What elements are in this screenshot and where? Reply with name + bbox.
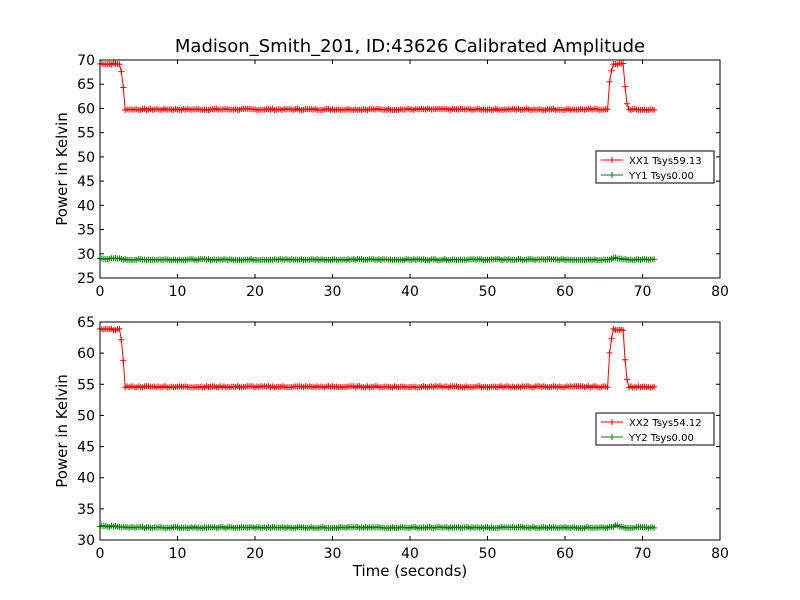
legend-marker [609, 419, 615, 425]
x-tick-label: 10 [169, 546, 187, 562]
series-marker [118, 336, 125, 343]
y-tick-label: 30 [77, 533, 95, 549]
bottom-plot: 0 10 20 30 40 50 60 70 80 30 35 40 45 50 55 60 65 Power i… [53, 315, 729, 580]
series-marker [118, 68, 125, 75]
legend: XX1 Tsys59.13 YY1 Tsys0.00 [595, 150, 715, 184]
top-plot: 0 10 20 30 40 50 60 70 80 25 30 35 40 45 50 55 60 65 70 Pow… [53, 53, 729, 300]
legend-label: XX1 Tsys59.13 [629, 156, 702, 167]
series-marker [620, 327, 627, 334]
series-line [99, 62, 655, 111]
x-tick-label: 20 [246, 284, 264, 300]
series-marker [606, 78, 613, 85]
series-yy2 [97, 522, 658, 532]
x-tick-label: 0 [96, 284, 105, 300]
legend-label: YY2 Tsys0.00 [628, 433, 694, 444]
series-marker [120, 357, 127, 364]
y-tick-label: 40 [77, 198, 95, 214]
y-tick-label: 25 [77, 271, 95, 287]
x-tick-label: 30 [324, 546, 342, 562]
legend-box [595, 412, 715, 446]
legend: XX2 Tsys54.12 YY2 Tsys0.00 [595, 412, 715, 446]
x-tick-label: 50 [479, 284, 497, 300]
y-tick-label: 65 [77, 77, 95, 93]
x-tick-label: 70 [634, 546, 652, 562]
y-tick-label: 70 [77, 53, 95, 69]
legend-box [595, 150, 715, 184]
x-tick-label: 80 [711, 284, 729, 300]
x-axis-label: Time (seconds) [352, 562, 468, 580]
series-marker [608, 335, 615, 342]
y-tick-label: 50 [77, 408, 95, 424]
y-tick-label: 50 [77, 150, 95, 166]
series-line [99, 328, 655, 389]
legend-marker [609, 434, 615, 440]
x-tick-label: 0 [96, 546, 105, 562]
y-tick-label: 40 [77, 471, 95, 487]
y-tick-label: 55 [77, 377, 95, 393]
y-tick-label: 60 [77, 346, 95, 362]
series-marker [624, 376, 630, 383]
y-tick-label: 30 [77, 247, 95, 263]
series-yy1 [97, 254, 658, 264]
y-tick-label: 35 [77, 223, 95, 239]
legend-label: YY1 Tsys0.00 [628, 171, 694, 182]
series-marker [651, 256, 658, 263]
series-marker [604, 106, 611, 113]
figure-title: Madison_Smith_201, ID:43626 Calibrated A… [175, 36, 645, 57]
y-axis-label: Power in Kelvin [53, 112, 71, 226]
y-axis-label: Power in Kelvin [53, 374, 71, 488]
y-tick-label: 45 [77, 440, 95, 456]
series-marker [620, 60, 627, 67]
x-tick-label: 10 [169, 284, 187, 300]
x-tick-label: 30 [324, 284, 342, 300]
y-tick-label: 65 [77, 315, 95, 331]
series-xx2 [97, 325, 658, 391]
series-marker [651, 106, 658, 113]
series-marker [651, 524, 658, 531]
x-tick-label: 80 [711, 546, 729, 562]
legend-marker [609, 172, 615, 178]
x-tick-label: 20 [246, 546, 264, 562]
y-tick-label: 60 [77, 101, 95, 117]
series-marker [606, 349, 613, 356]
x-tick-label: 50 [479, 546, 497, 562]
series-marker [120, 84, 127, 91]
series-marker [622, 83, 629, 90]
series-marker [116, 325, 123, 332]
x-tick-label: 40 [401, 284, 419, 300]
x-tick-label: 40 [401, 546, 419, 562]
series-marker [116, 61, 123, 68]
series-marker [622, 356, 629, 363]
legend-label: XX2 Tsys54.12 [629, 418, 702, 429]
x-tick-label: 60 [556, 546, 574, 562]
series-xx1 [97, 60, 658, 114]
series-marker [651, 383, 658, 390]
y-tick-label: 45 [77, 174, 95, 190]
series-marker [608, 67, 615, 74]
x-tick-label: 70 [634, 284, 652, 300]
y-tick-label: 55 [77, 126, 95, 142]
legend-marker [609, 157, 615, 163]
y-tick-label: 35 [77, 502, 95, 518]
x-tick-label: 60 [556, 284, 574, 300]
series-marker [624, 100, 630, 107]
series-marker [604, 384, 611, 391]
